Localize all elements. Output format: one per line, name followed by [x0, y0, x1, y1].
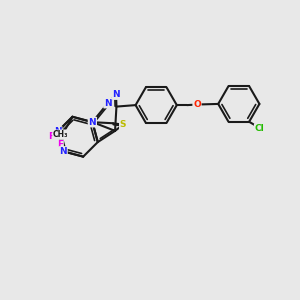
Text: N: N [54, 127, 62, 136]
Text: S: S [120, 120, 126, 129]
Text: N: N [112, 90, 120, 99]
Text: F: F [48, 132, 54, 141]
Text: Cl: Cl [255, 124, 264, 133]
Text: N: N [104, 99, 112, 108]
Text: F: F [57, 140, 63, 149]
Text: N: N [59, 147, 67, 156]
Text: N: N [88, 118, 96, 127]
Text: CH₃: CH₃ [53, 130, 68, 139]
Text: N: N [88, 118, 96, 127]
Text: O: O [193, 100, 201, 109]
